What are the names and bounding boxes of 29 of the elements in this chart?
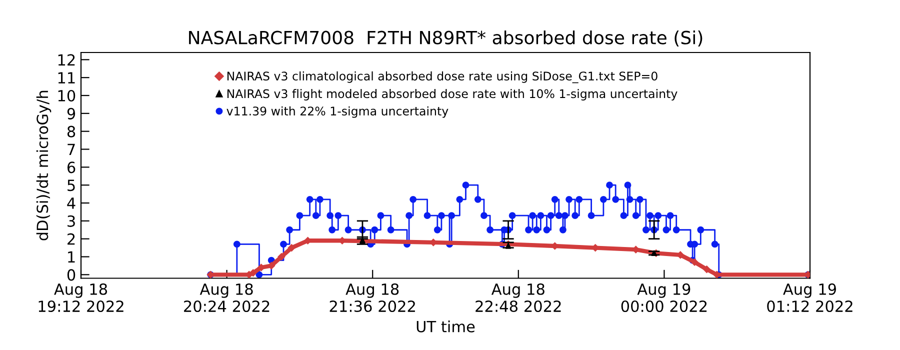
legend-label: NAIRAS v3 climatological absorbed dose rate using SiDose_G1.txt SEP=0 bbox=[227, 71, 658, 84]
x-axis-title: UT time bbox=[416, 320, 475, 332]
y-tick-label: 6 bbox=[67, 162, 76, 174]
y-tick-label: 8 bbox=[67, 126, 76, 138]
x-tick-label: Aug 19 01:12 2022 bbox=[767, 283, 852, 312]
y-tick-label: 11 bbox=[58, 72, 75, 84]
y-tick-label: 5 bbox=[68, 180, 75, 192]
y-tick-label: 0 bbox=[67, 269, 76, 281]
y-tick-label: 7 bbox=[68, 144, 75, 156]
x-tick-label: Aug 18 21:36 2022 bbox=[330, 283, 415, 312]
y-tick-label: 1 bbox=[68, 251, 75, 263]
x-tick-label: Aug 19 00:00 2022 bbox=[621, 283, 707, 312]
legend-label: v11.39 with 22% 1-sigma uncertainty bbox=[226, 106, 448, 118]
y-axis-title: dD(Si)/dt microGy/h bbox=[36, 90, 52, 240]
x-tick-label: Aug 18 20:24 2022 bbox=[184, 283, 270, 312]
y-tick-label: 10 bbox=[58, 90, 76, 102]
y-tick-label: 12 bbox=[58, 54, 75, 66]
x-tick-label: Aug 18 19:12 2022 bbox=[38, 283, 124, 312]
chart-title: NASALaRCFM7008 F2TH N89RT* absorbed dose rate (Si) bbox=[189, 30, 702, 47]
legend-label: NAIRAS v3 flight modeled absorbed dose rate with 10% 1-sigma uncertainty bbox=[227, 89, 678, 100]
y-tick-label: 9 bbox=[67, 108, 76, 120]
y-tick-label: 2 bbox=[68, 233, 75, 245]
point bbox=[278, 253, 286, 260]
point bbox=[703, 266, 710, 273]
x-tick-label: Aug 18 22:48 2022 bbox=[476, 283, 561, 312]
y-tick-label: 3 bbox=[68, 215, 75, 227]
y-tick-label: 4 bbox=[67, 198, 76, 209]
point bbox=[249, 269, 257, 277]
point bbox=[288, 244, 296, 252]
